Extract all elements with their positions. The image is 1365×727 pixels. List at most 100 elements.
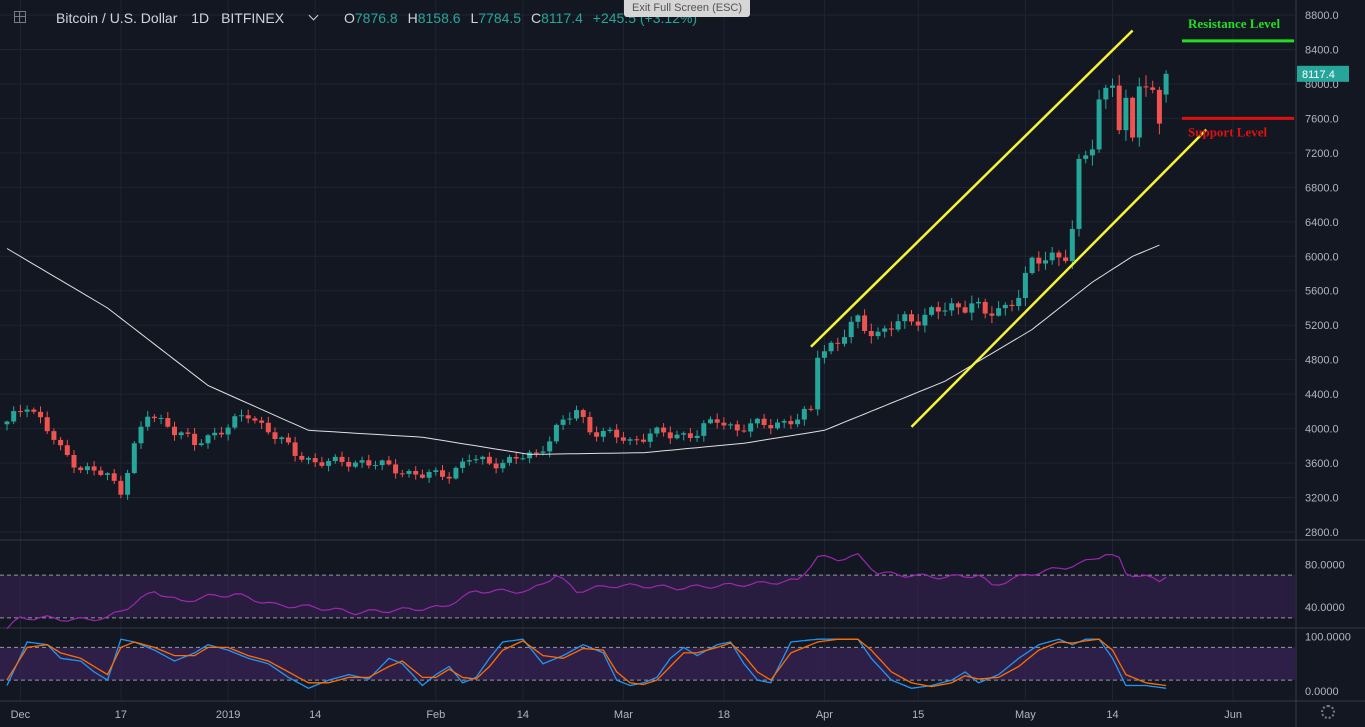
candle-body xyxy=(339,456,345,462)
candle-body xyxy=(701,423,707,436)
candle-body xyxy=(212,432,218,436)
candle-body xyxy=(808,408,814,410)
candle-body xyxy=(225,427,231,435)
candle-body xyxy=(312,458,318,463)
time-tick-label: Feb xyxy=(426,709,445,721)
candle-body xyxy=(687,433,693,438)
candle-body xyxy=(1110,85,1115,88)
candle-body xyxy=(292,442,298,456)
candle-body xyxy=(71,454,77,468)
candle-body xyxy=(862,315,868,331)
price-tick-label: 7600.0 xyxy=(1305,113,1339,125)
stoch-tick-label: 100.0000 xyxy=(1305,632,1351,644)
candle-body xyxy=(480,456,486,460)
candle-body xyxy=(929,307,935,315)
candle-body xyxy=(909,314,914,322)
candle-body xyxy=(547,441,553,452)
candle-body xyxy=(306,458,311,460)
candle-body xyxy=(614,429,620,438)
gear-icon[interactable] xyxy=(1321,705,1335,719)
candle-body xyxy=(125,473,131,495)
time-tick-label: 14 xyxy=(309,709,321,721)
candle-body xyxy=(620,437,626,441)
candle-body xyxy=(1036,257,1042,264)
candle-body xyxy=(728,424,734,426)
time-tick-label: 18 xyxy=(718,709,730,721)
candle-body xyxy=(453,467,459,479)
candle-body xyxy=(419,474,425,478)
time-tick-label: 17 xyxy=(115,709,127,721)
stoch-tick-label: 0.0000 xyxy=(1305,686,1339,698)
candle-body xyxy=(513,456,519,459)
candle-body xyxy=(366,460,372,466)
candle-body xyxy=(754,418,760,424)
candle-body xyxy=(1049,252,1055,261)
candle-body xyxy=(714,419,720,423)
candle-body xyxy=(386,460,392,465)
candle-body xyxy=(17,411,23,413)
candle-body xyxy=(413,470,419,475)
price-tick-label: 8000.0 xyxy=(1305,79,1339,91)
time-tick-label: 2019 xyxy=(216,709,240,721)
candle-body xyxy=(165,418,171,427)
rsi-tick-label: 80.0000 xyxy=(1305,559,1345,571)
candle-body xyxy=(426,471,432,478)
candle-body xyxy=(681,433,687,435)
candle-body xyxy=(131,443,137,474)
candle-body xyxy=(440,470,445,477)
candle-body xyxy=(634,439,640,441)
rsi-line xyxy=(6,553,1167,630)
price-tick-label: 2800.0 xyxy=(1305,527,1339,539)
candle-body xyxy=(875,331,881,337)
candle-body xyxy=(285,437,291,443)
candle-body xyxy=(1116,85,1122,131)
close-label: C xyxy=(530,10,542,26)
candle-body xyxy=(118,480,124,495)
candle-body xyxy=(1150,87,1156,90)
layout-icon[interactable] xyxy=(14,11,26,23)
time-tick-label: Dec xyxy=(11,709,31,721)
price-tick-label: 5200.0 xyxy=(1305,320,1339,332)
candle-body xyxy=(245,415,251,419)
candle-body xyxy=(976,301,981,304)
candle-body xyxy=(1089,149,1095,156)
candle-body xyxy=(1136,86,1142,138)
time-tick-label: 15 xyxy=(912,709,924,721)
candle-body xyxy=(198,443,204,446)
candle-body xyxy=(694,435,700,438)
candle-body xyxy=(721,422,727,426)
candle-body xyxy=(24,409,30,412)
candle-body xyxy=(842,337,847,344)
candle-body xyxy=(332,456,338,462)
candle-body xyxy=(299,455,305,460)
candle-body xyxy=(1123,97,1129,131)
candle-body xyxy=(560,419,566,425)
exit-fullscreen-button[interactable]: Exit Full Screen (ESC) xyxy=(624,0,750,17)
candle-body xyxy=(433,470,439,472)
candle-body xyxy=(399,473,405,475)
time-tick-label: 14 xyxy=(1106,709,1118,721)
symbol-title[interactable]: Bitcoin / U.S. Dollar 1D BITFINEX xyxy=(56,10,284,26)
candle-body xyxy=(962,307,968,313)
price-tick-label: 3600.0 xyxy=(1305,458,1339,470)
candle-body xyxy=(594,432,600,437)
candles xyxy=(4,70,1169,500)
candle-body xyxy=(105,473,110,475)
candle-body xyxy=(935,307,941,312)
candle-body xyxy=(218,432,224,435)
high-value: 8158.6 xyxy=(417,10,461,26)
stoch-d-line xyxy=(6,638,1167,688)
price-tick-label: 4800.0 xyxy=(1305,355,1339,367)
chevron-down-icon[interactable] xyxy=(308,10,319,21)
low-value: 7784.5 xyxy=(478,10,522,26)
candle-body xyxy=(44,417,50,432)
candle-body xyxy=(661,427,667,433)
candle-body xyxy=(647,433,653,442)
candle-body xyxy=(259,420,265,423)
candle-body xyxy=(172,426,177,436)
candle-body xyxy=(587,416,593,433)
candle-body xyxy=(319,462,325,466)
candle-body xyxy=(815,357,821,410)
candle-body xyxy=(580,410,586,417)
